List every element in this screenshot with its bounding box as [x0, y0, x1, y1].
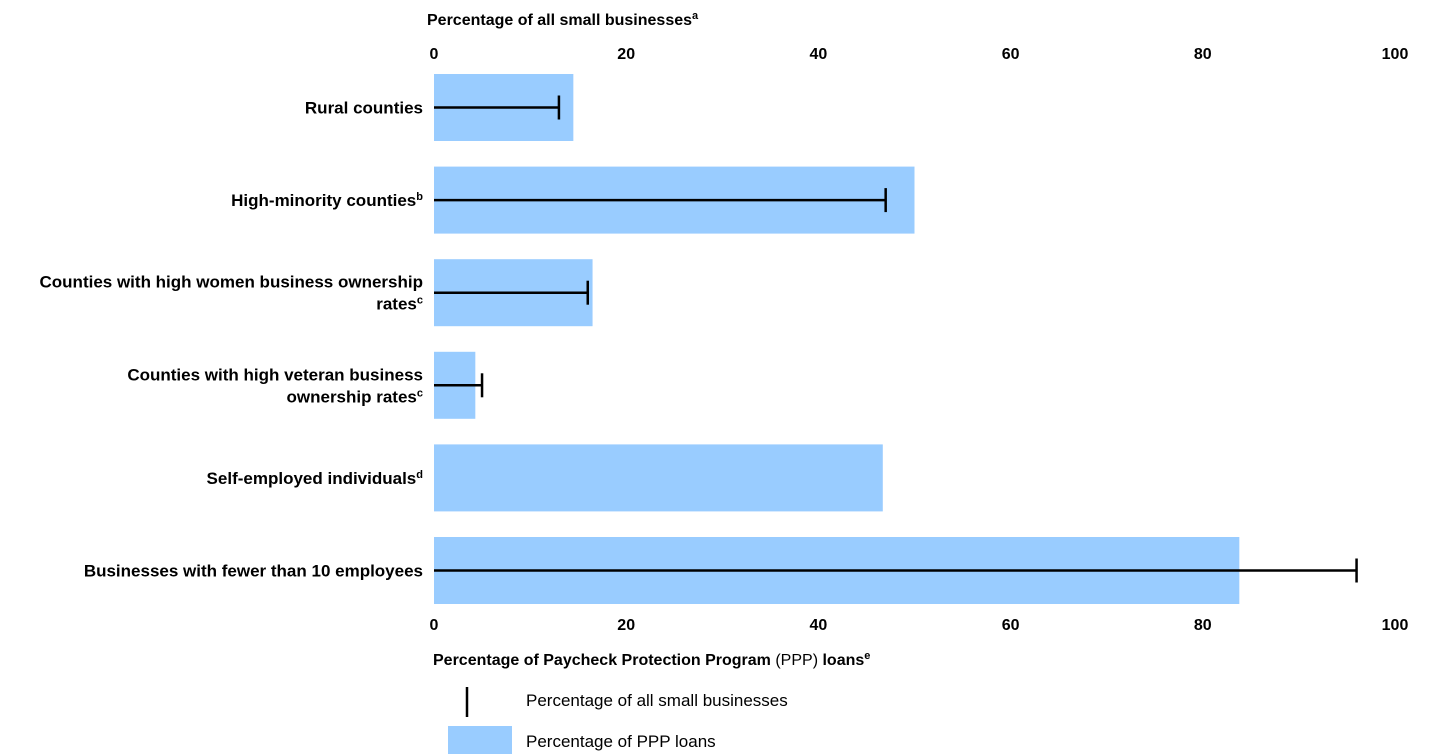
bottom-tick-label: 20 [617, 617, 635, 634]
bottom-axis-ticks: 0 20 40 60 80 100 [430, 617, 1409, 634]
category-label-text: Rural counties [305, 99, 423, 118]
category-label: Counties with high women business owners… [40, 273, 423, 292]
category-labels: Rural counties High-minority countiesb Cou… [40, 99, 424, 581]
legend: Percentage of all small businesses Percen… [448, 687, 788, 754]
category-label-text: High-minority counties [231, 191, 416, 210]
bottom-tick-label: 40 [810, 617, 828, 634]
category-label-sup: c [417, 387, 423, 399]
top-axis-title: Percentage of all small businessesa [427, 10, 699, 29]
category-label: ownership ratesc [287, 387, 424, 406]
category-label-text: Counties with high women business owners… [40, 273, 423, 292]
bars [434, 74, 1240, 604]
category-label-text: Self-employed individuals [207, 469, 417, 488]
bottom-axis-title: Percentage of Paycheck Protection Progra… [433, 650, 870, 669]
legend-swatch-ppp-loans [448, 726, 512, 754]
category-label-sup: c [417, 295, 423, 307]
legend-label-ppp-loans: Percentage of PPP loans [526, 732, 716, 751]
legend-label-small-business: Percentage of all small businesses [526, 691, 788, 710]
bottom-tick-label: 100 [1382, 617, 1409, 634]
top-tick-label: 0 [430, 46, 439, 63]
small-business-markers [434, 95, 1358, 583]
top-tick-label: 100 [1382, 46, 1409, 63]
category-label: ratesc [376, 295, 423, 314]
category-label-text: Counties with high veteran business [127, 365, 423, 384]
category-label: Counties with high veteran business [127, 365, 423, 384]
top-tick-label: 80 [1194, 46, 1212, 63]
bottom-tick-label: 80 [1194, 617, 1212, 634]
category-label-text: rates [376, 295, 417, 314]
category-label-text: Businesses with fewer than 10 employees [84, 562, 423, 581]
bottom-tick-label: 60 [1002, 617, 1020, 634]
category-label: Self-employed individualsd [207, 469, 423, 488]
top-tick-label: 60 [1002, 46, 1020, 63]
top-axis-ticks: 0 20 40 60 80 100 [430, 46, 1409, 63]
ppp-loans-bar [434, 444, 883, 512]
category-label-sup: b [416, 191, 423, 203]
bottom-axis-title-bold2: loans [822, 652, 864, 669]
category-label: High-minority countiesb [231, 191, 423, 210]
bottom-tick-label: 0 [430, 617, 439, 634]
category-label-sup: d [416, 469, 423, 481]
category-label: Rural counties [305, 99, 423, 118]
bottom-axis-title-sup: e [864, 650, 870, 662]
bottom-axis-title-normal: (PPP) [771, 652, 823, 669]
bottom-axis-title-bold1: Percentage of Paycheck Protection Progra… [433, 652, 771, 669]
category-label-text: ownership rates [287, 387, 417, 406]
top-axis-title-sup: a [692, 10, 699, 22]
top-tick-label: 40 [810, 46, 828, 63]
top-tick-label: 20 [617, 46, 635, 63]
category-label: Businesses with fewer than 10 employees [84, 562, 423, 581]
top-axis-title-text: Percentage of all small businesses [427, 12, 692, 29]
